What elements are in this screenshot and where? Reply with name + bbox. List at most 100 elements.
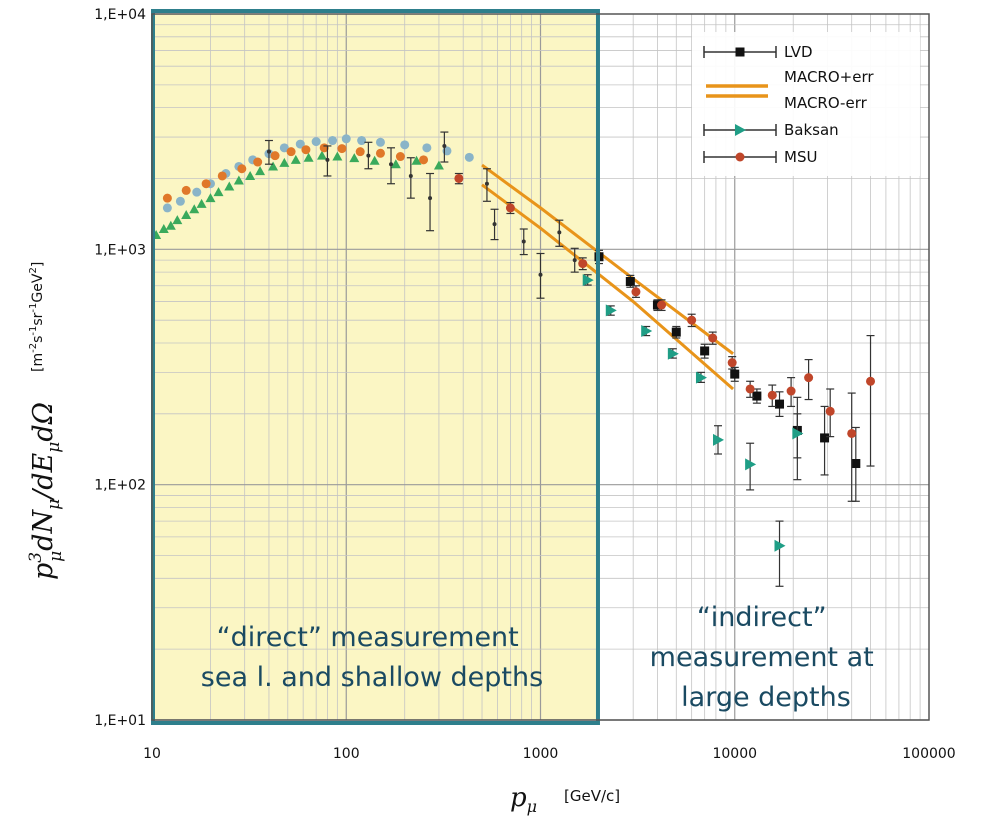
data-point-circle: [357, 136, 367, 146]
y-axis-ticks: 1,E+01 1,E+02 1,E+03 1,E+04: [94, 7, 146, 729]
data-point-circle: [578, 259, 588, 269]
data-point-square: [775, 399, 785, 409]
y-axis-label: p3μdNμ/dEμdΩ [m-2s-1sr-1GeV2]: [26, 262, 66, 580]
data-point-circle: [804, 373, 814, 383]
direct-measurement-border: [151, 9, 600, 725]
data-point-triangle: [290, 154, 301, 164]
data-point-circle: [270, 151, 280, 161]
data-point-triangle: [792, 427, 804, 440]
data-point-triangle: [165, 220, 176, 230]
data-point-triangle: [349, 153, 360, 163]
data-point-circle: [341, 134, 351, 144]
legend-label-macro-err: MACRO+err: [784, 68, 874, 86]
data-point-triangle: [172, 215, 183, 225]
data-point-triangle: [279, 157, 290, 167]
data-point-square: [851, 459, 861, 469]
data-point-triangle: [695, 371, 707, 384]
data-point-triangle: [196, 198, 207, 208]
data-point-triangle: [605, 304, 617, 317]
data-point-dot: [572, 258, 577, 263]
data-point-circle: [786, 386, 796, 396]
legend-label-baksan: Baksan: [784, 121, 839, 139]
data-point-triangle: [316, 150, 327, 160]
direct-measurement-region: [152, 14, 599, 720]
data-point-triangle: [255, 166, 266, 176]
x-axis-ticks: 10 100 1000 10000 100000: [143, 746, 956, 762]
data-points: [151, 131, 876, 587]
y-tick-label: 1,E+01: [94, 713, 146, 729]
series-shallow-errorbars: [264, 131, 579, 299]
data-point-dot: [521, 239, 526, 244]
data-point-circle: [295, 139, 305, 149]
data-point-triangle: [667, 347, 679, 360]
data-point-triangle: [774, 539, 786, 552]
data-point-circle: [735, 152, 745, 162]
annotation-indirect-line2: measurement at: [650, 642, 874, 673]
legend: LVD MACRO+err MACRO-err Baksan MSU: [692, 32, 920, 176]
data-point-triangle: [245, 170, 256, 180]
legend-label-macro-err: MACRO-err: [784, 94, 868, 112]
series-shallow-orange: [162, 143, 429, 203]
x-tick-label: 1000: [523, 746, 559, 762]
x-tick-label: 100: [333, 746, 360, 762]
data-point-triangle: [332, 151, 343, 161]
data-point-square: [820, 433, 830, 443]
data-point-dot: [557, 230, 562, 235]
data-point-circle: [175, 196, 185, 206]
data-point-circle: [237, 164, 247, 174]
data-point-triangle: [735, 124, 746, 136]
data-point-dot: [538, 272, 543, 277]
data-point-triangle: [433, 160, 444, 170]
data-point-circle: [375, 137, 385, 147]
data-point-triangle: [303, 152, 314, 162]
series-shallow-green: [151, 150, 444, 240]
data-point-circle: [217, 171, 227, 181]
data-point-square: [700, 346, 710, 356]
data-point-circle: [505, 203, 515, 213]
annotation-direct-line2: sea l. and shallow depths: [201, 662, 543, 693]
data-point-square: [625, 276, 635, 286]
series-shallow-blue: [162, 134, 474, 213]
data-point-circle: [745, 384, 755, 394]
data-point-circle: [162, 203, 172, 213]
legend-box: [692, 32, 920, 176]
data-point-circle: [400, 140, 410, 150]
data-point-circle: [708, 333, 718, 343]
svg-text:[m-2s-1sr-1GeV2]: [m-2s-1sr-1GeV2]: [28, 262, 46, 372]
data-point-circle: [192, 187, 202, 197]
data-point-circle: [464, 152, 474, 162]
svg-text:p3μdNμ/dEμdΩ: p3μdNμ/dEμdΩ: [26, 402, 66, 580]
data-point-circle: [631, 287, 641, 297]
series-msu: [454, 172, 876, 502]
data-point-dot: [428, 196, 433, 201]
data-point-dot: [325, 157, 330, 162]
data-point-triangle: [641, 324, 653, 337]
data-point-circle: [825, 406, 835, 416]
data-point-triangle: [233, 175, 244, 185]
data-point-circle: [301, 145, 311, 155]
data-point-square: [730, 369, 740, 379]
data-point-triangle: [205, 193, 216, 203]
data-point-dot: [442, 143, 447, 148]
data-point-triangle: [213, 187, 224, 197]
macro-band-line: [481, 163, 734, 355]
data-point-circle: [866, 376, 876, 386]
data-point-circle: [395, 152, 405, 162]
data-point-triangle: [411, 155, 422, 165]
legend-label-msu: MSU: [784, 148, 817, 166]
data-point-circle: [162, 193, 172, 203]
data-point-circle: [422, 143, 432, 153]
annotation-indirect: “indirect” measurement at large depths: [650, 602, 883, 713]
x-axis-label: pμ [GeV/c]: [510, 783, 620, 816]
annotation-indirect-line3: large depths: [681, 682, 851, 713]
y-tick-label: 1,E+04: [94, 7, 146, 23]
legend-label-lvd: LVD: [784, 43, 813, 61]
data-point-circle: [286, 147, 296, 157]
data-point-triangle: [582, 274, 594, 287]
data-point-circle: [419, 155, 429, 165]
series-baksan: [582, 274, 804, 587]
data-point-circle: [337, 144, 347, 154]
data-point-triangle: [369, 155, 380, 165]
data-point-triangle: [224, 181, 235, 191]
